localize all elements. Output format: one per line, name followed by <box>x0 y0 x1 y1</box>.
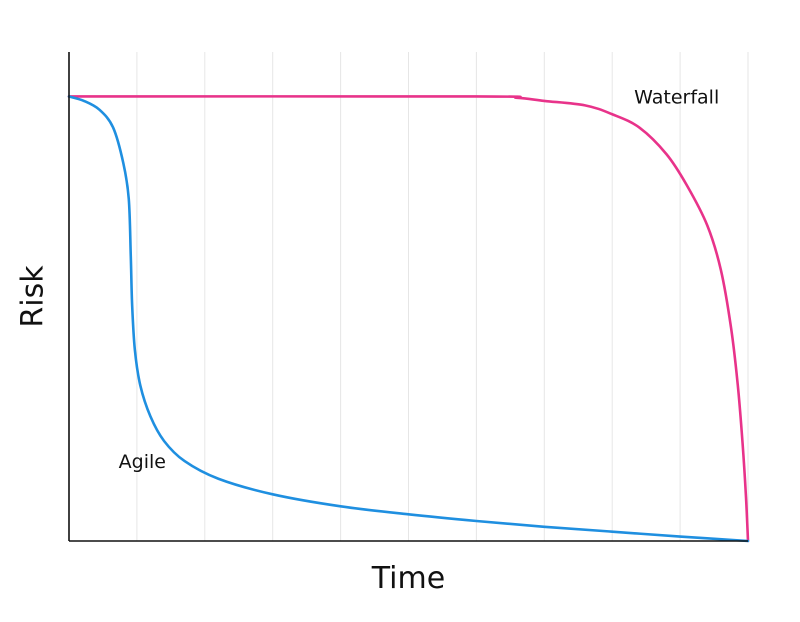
x-axis-title: Time <box>371 561 445 596</box>
y-axis-title: Risk <box>16 265 51 328</box>
axes <box>68 52 748 542</box>
vertical-gridlines <box>136 52 749 541</box>
waterfall-label: Waterfall <box>634 86 719 108</box>
waterfall-line <box>67 95 750 543</box>
agile-line <box>67 95 750 543</box>
series-labels: Waterfall Agile <box>119 86 720 473</box>
agile-label: Agile <box>119 451 166 473</box>
series-lines <box>67 95 750 543</box>
